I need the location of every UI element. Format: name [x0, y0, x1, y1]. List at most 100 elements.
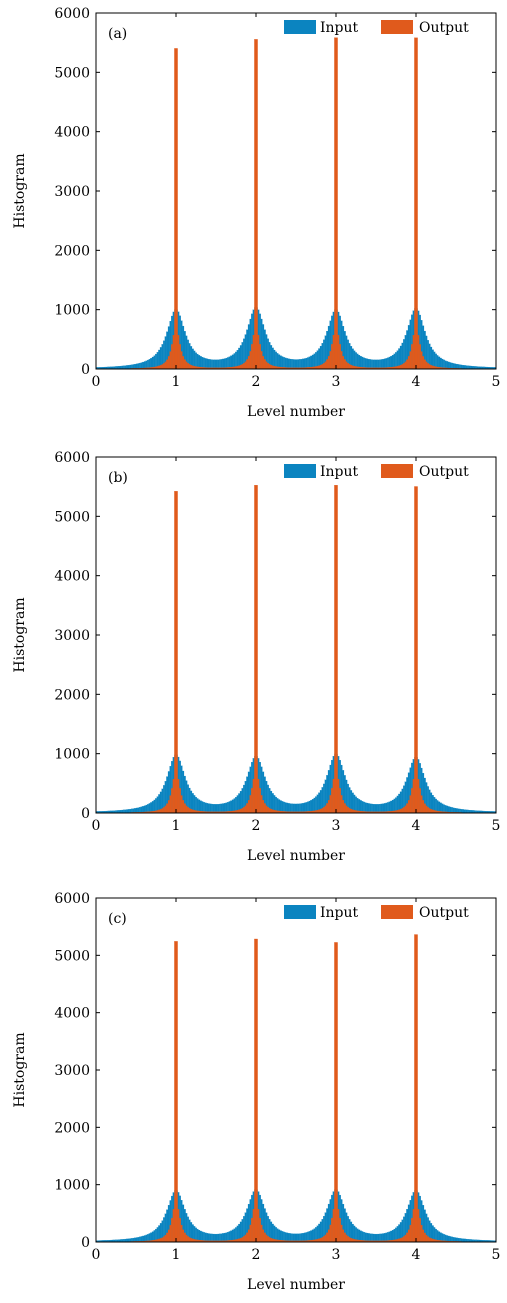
- bar-output: [270, 364, 273, 370]
- bar-output: [343, 359, 346, 370]
- series-input: [95, 1189, 497, 1243]
- bar-input: [225, 357, 228, 370]
- bar-output: [172, 1209, 175, 1243]
- bar-output: [323, 807, 325, 814]
- bar-input: [300, 803, 303, 814]
- bar-output: [255, 39, 258, 370]
- series-input: [95, 753, 497, 814]
- bar-output: [420, 795, 423, 814]
- bar-output: [174, 48, 177, 370]
- bar-input: [387, 357, 389, 370]
- bar-input: [287, 358, 290, 370]
- y-tick-label: 5000: [54, 65, 90, 81]
- legend-swatch-input: [284, 464, 316, 478]
- bar-output: [331, 344, 333, 370]
- bar-output: [399, 365, 402, 370]
- x-tick-label: 0: [92, 818, 101, 834]
- y-tick-label: 6000: [54, 891, 90, 907]
- bar-output: [335, 942, 338, 1243]
- bar-input: [303, 802, 306, 814]
- bar-output: [177, 335, 180, 370]
- x-tick-label: 0: [92, 374, 101, 390]
- x-tick-label: 5: [492, 818, 501, 834]
- bar-output: [161, 1237, 164, 1243]
- bar-output: [187, 807, 189, 814]
- bar-input: [291, 803, 293, 814]
- bar-output: [404, 805, 407, 814]
- bar-output: [347, 363, 349, 370]
- bar-output: [350, 364, 353, 370]
- bar-input: [379, 359, 381, 370]
- bar-output: [243, 363, 245, 370]
- bar-input: [278, 354, 281, 370]
- x-tick-label: 4: [412, 818, 421, 834]
- bar-input: [279, 355, 282, 370]
- bar-output: [257, 334, 260, 370]
- bar-output: [337, 778, 340, 814]
- bar-input: [212, 359, 215, 370]
- bar-output: [339, 1217, 341, 1243]
- bar-output: [244, 361, 247, 370]
- legend-label-output: Output: [419, 464, 469, 480]
- y-tick-label: 4000: [54, 125, 90, 141]
- bar-input: [230, 355, 233, 370]
- bar-output: [412, 779, 415, 814]
- series-output: [129, 934, 463, 1243]
- bar-output: [268, 364, 271, 370]
- bar-output: [241, 1237, 244, 1243]
- x-tick-label: 1: [172, 1247, 181, 1263]
- bar-input: [291, 359, 293, 370]
- bar-input: [302, 803, 305, 814]
- bar-output: [326, 359, 329, 370]
- x-axis-label: Level number: [247, 848, 345, 864]
- bar-input: [289, 358, 292, 370]
- bar-output: [169, 1225, 172, 1243]
- y-tick-label: 4000: [54, 569, 90, 585]
- bar-input: [303, 358, 306, 370]
- bar-input: [305, 802, 308, 814]
- bar-output: [175, 491, 178, 814]
- legend-label-input: Input: [320, 20, 359, 36]
- bar-output: [407, 1229, 410, 1243]
- bar-input: [449, 362, 452, 370]
- x-tick-label: 5: [492, 374, 501, 390]
- bar-output: [329, 351, 332, 370]
- bar-output: [345, 1234, 348, 1243]
- bar-input: [299, 359, 301, 370]
- bar-output: [177, 779, 180, 814]
- bar-input: [295, 359, 298, 370]
- bar-output: [251, 1217, 253, 1243]
- bar-output: [335, 485, 338, 814]
- bar-output: [161, 808, 164, 814]
- bar-input: [302, 358, 305, 370]
- bar-output: [257, 778, 260, 814]
- bar-input: [214, 359, 217, 370]
- bar-output: [182, 356, 185, 370]
- bar-output: [164, 805, 167, 814]
- bar-input: [367, 803, 370, 814]
- bar-output: [259, 344, 261, 370]
- bar-output: [163, 1236, 165, 1243]
- bar-output: [399, 1238, 402, 1243]
- bar-output: [326, 803, 329, 814]
- bar-output: [345, 805, 348, 814]
- bar-output: [422, 1229, 425, 1243]
- bar-output: [401, 808, 404, 814]
- bar-output: [427, 807, 429, 814]
- y-tick-label: 1000: [54, 303, 90, 319]
- bar-output: [422, 356, 425, 370]
- bar-input: [127, 809, 130, 814]
- bar-input: [377, 359, 380, 370]
- bar-input: [211, 803, 213, 814]
- x-axis-label: Level number: [247, 1277, 345, 1293]
- bar-output: [259, 788, 261, 814]
- bar-input: [371, 803, 373, 814]
- bar-output: [343, 1232, 346, 1243]
- bar-output: [345, 361, 348, 370]
- bar-output: [420, 1225, 423, 1243]
- bar-output: [239, 808, 242, 814]
- bar-input: [206, 358, 209, 370]
- bar-output: [423, 803, 426, 814]
- bar-output: [318, 809, 321, 814]
- bar-output: [319, 1238, 322, 1243]
